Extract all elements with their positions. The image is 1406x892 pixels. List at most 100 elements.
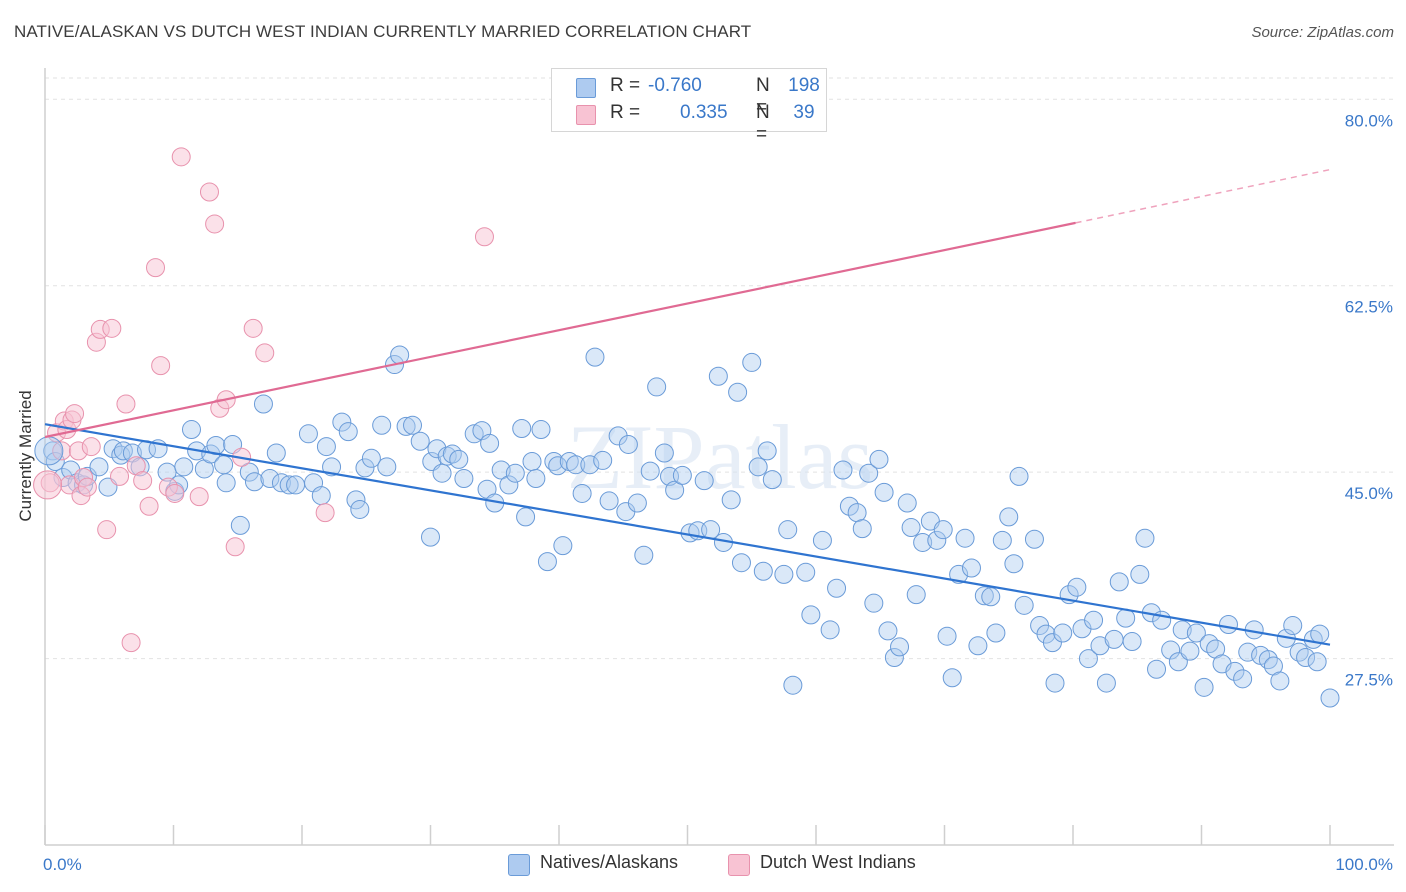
point-natives xyxy=(599,491,619,511)
y-axis-label: Currently Married xyxy=(16,390,35,522)
point-natives xyxy=(1042,633,1062,653)
point-natives xyxy=(672,465,692,485)
point-natives xyxy=(1004,554,1024,574)
point-natives xyxy=(640,461,660,481)
point-natives xyxy=(572,483,592,503)
point-natives xyxy=(1307,652,1327,672)
point-natives xyxy=(839,496,859,516)
point-natives xyxy=(442,444,462,464)
point-natives xyxy=(1172,620,1192,640)
point-natives xyxy=(181,420,201,440)
point-dutch xyxy=(81,437,101,457)
n-label: N = xyxy=(756,75,770,118)
point-natives xyxy=(537,552,557,572)
point-dutch xyxy=(165,483,185,503)
point-natives xyxy=(901,518,921,538)
point-natives xyxy=(992,530,1012,550)
x-tick-label: 100.0% xyxy=(1335,855,1393,874)
point-natives xyxy=(89,457,109,477)
point-dutch xyxy=(77,477,97,497)
point-natives xyxy=(878,621,898,641)
point-natives xyxy=(762,470,782,490)
r-label: R = xyxy=(610,102,641,123)
point-natives xyxy=(1161,640,1181,660)
point-natives xyxy=(298,424,318,444)
point-natives xyxy=(361,448,381,468)
point-natives xyxy=(1320,688,1340,708)
point-natives xyxy=(1078,649,1098,669)
point-natives xyxy=(1296,648,1316,668)
point-natives xyxy=(1067,577,1087,597)
point-dutch xyxy=(121,633,141,653)
point-natives xyxy=(974,586,994,606)
point-natives xyxy=(864,593,884,613)
point-dutch xyxy=(205,214,225,234)
point-natives xyxy=(322,457,342,477)
point-natives xyxy=(731,553,751,573)
point-natives xyxy=(981,587,1001,607)
point-dutch xyxy=(151,356,171,376)
point-natives xyxy=(1199,634,1219,654)
point-natives xyxy=(266,443,286,463)
point-dutch xyxy=(102,318,122,338)
point-natives xyxy=(968,636,988,656)
legend-swatch-natives xyxy=(508,854,530,876)
source-label: Source: ZipAtlas.com xyxy=(1251,24,1394,41)
point-natives xyxy=(1104,629,1124,649)
point-natives xyxy=(531,420,551,440)
point-dutch xyxy=(33,470,63,500)
point-natives xyxy=(449,449,469,469)
point-natives xyxy=(1135,528,1155,548)
point-natives xyxy=(897,493,917,513)
point-natives xyxy=(884,648,904,668)
trend-line-dutch-extension xyxy=(1075,168,1331,224)
point-dutch xyxy=(133,471,153,491)
point-natives xyxy=(812,530,832,550)
series-legend: Natives/Alaskans Dutch West Indians xyxy=(0,852,1406,876)
r-label: R = xyxy=(610,75,641,96)
point-natives xyxy=(1238,642,1258,662)
point-natives xyxy=(1289,642,1309,662)
point-natives xyxy=(1218,614,1238,634)
n-value: 198 xyxy=(788,75,820,96)
point-dutch xyxy=(315,503,335,523)
point-natives xyxy=(1233,669,1253,689)
point-natives xyxy=(421,527,440,547)
point-natives xyxy=(906,585,926,605)
point-dutch xyxy=(97,520,117,540)
point-natives xyxy=(1310,624,1330,644)
legend-label-natives: Natives/Alaskans xyxy=(540,852,679,872)
point-natives xyxy=(961,558,981,578)
point-natives xyxy=(833,460,853,480)
point-dutch xyxy=(243,318,263,338)
point-natives xyxy=(748,457,768,477)
point-natives xyxy=(1283,616,1303,636)
point-natives xyxy=(827,578,847,598)
point-natives xyxy=(1225,661,1245,681)
point-dutch xyxy=(189,487,209,507)
point-natives xyxy=(260,469,280,489)
point-natives xyxy=(332,412,352,432)
point-natives xyxy=(634,545,654,565)
point-natives xyxy=(372,415,392,435)
point-natives xyxy=(869,449,889,469)
point-dutch xyxy=(110,466,130,486)
point-natives xyxy=(859,463,879,483)
point-dutch xyxy=(116,394,136,414)
point-natives xyxy=(553,536,573,556)
point-natives xyxy=(757,441,777,461)
point-natives xyxy=(316,437,336,457)
r-value: 0.335 xyxy=(680,102,728,123)
point-natives xyxy=(942,668,962,688)
y-tick-label: 62.5% xyxy=(1345,298,1393,317)
trend-lines xyxy=(44,168,1331,646)
point-natives xyxy=(214,455,234,475)
point-natives xyxy=(955,528,975,548)
point-natives xyxy=(432,463,452,483)
point-natives xyxy=(593,450,613,470)
point-natives xyxy=(311,486,331,506)
point-natives xyxy=(1270,671,1290,691)
point-natives xyxy=(1194,677,1214,697)
watermark: ZIPatlas xyxy=(567,406,874,508)
